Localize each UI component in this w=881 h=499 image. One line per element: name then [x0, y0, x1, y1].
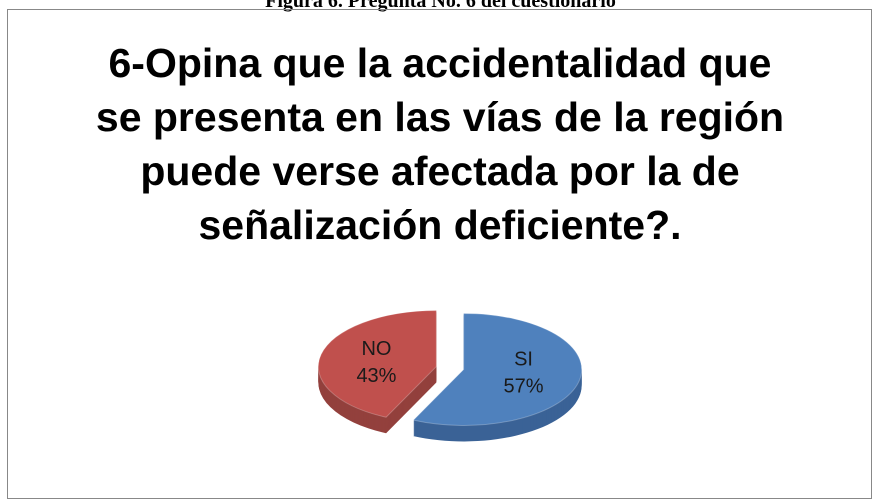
pie-slice [412, 312, 583, 426]
slice-value-label: 43% [356, 365, 396, 387]
slice-value-label: 57% [504, 375, 544, 397]
slice-label: SI [514, 348, 533, 370]
chart-title: 6-Opina que la accidentalidad que se pre… [95, 40, 785, 248]
slice-label: NO [361, 338, 391, 360]
pie-slice [317, 310, 437, 418]
